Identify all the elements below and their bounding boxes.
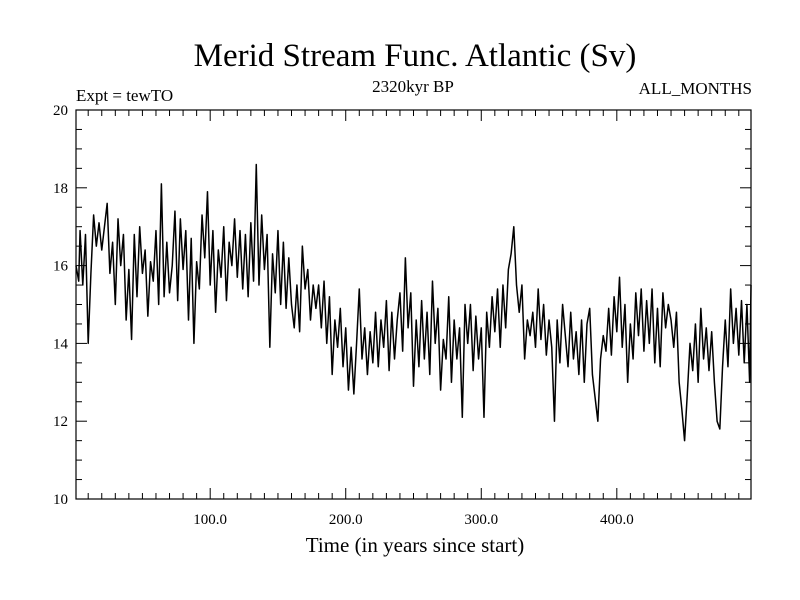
tick-labels: 100.0 200.0 300.0 400.0 10 12 14 16 18 20	[53, 103, 634, 528]
x-axis-label: Time (in years since start)	[306, 533, 525, 557]
y-tick-label: 16	[53, 259, 69, 275]
plot-frame	[75, 109, 752, 500]
experiment-label: Expt = tewTO	[76, 86, 173, 105]
series-line	[75, 163, 752, 442]
y-tick-label: 10	[53, 492, 68, 508]
x-tick-label: 100.0	[193, 512, 227, 528]
y-tick-label: 12	[53, 414, 68, 430]
period-label: 2320kyr BP	[372, 77, 454, 96]
y-tick-label: 20	[53, 103, 68, 119]
x-tick-label: 300.0	[464, 512, 498, 528]
y-tick-label: 14	[53, 336, 69, 352]
axis-ticks	[76, 110, 751, 499]
x-tick-label: 400.0	[600, 512, 634, 528]
y-tick-label: 18	[53, 181, 68, 197]
data-series	[75, 163, 752, 442]
chart-title: Merid Stream Func. Atlantic (Sv)	[194, 38, 637, 74]
months-label: ALL_MONTHS	[639, 79, 752, 98]
x-tick-label: 200.0	[329, 512, 363, 528]
